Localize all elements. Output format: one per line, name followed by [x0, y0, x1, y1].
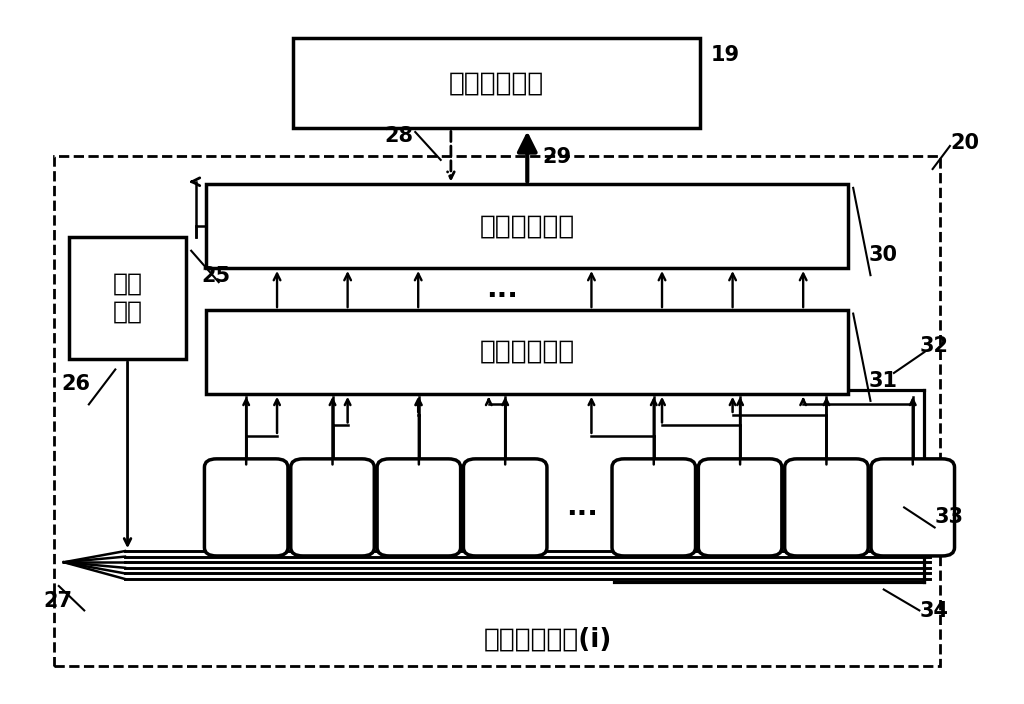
Bar: [53, 156, 940, 666]
Text: 33: 33: [935, 508, 964, 527]
Text: 26: 26: [61, 375, 90, 394]
Bar: [207, 310, 848, 394]
Bar: [69, 237, 186, 359]
Text: 32: 32: [920, 336, 948, 356]
Text: 信号解调模块: 信号解调模块: [479, 213, 574, 239]
FancyBboxPatch shape: [784, 459, 868, 556]
Text: 25: 25: [202, 266, 230, 286]
FancyBboxPatch shape: [291, 459, 375, 556]
FancyBboxPatch shape: [871, 459, 954, 556]
Text: 信号采集模块(i): 信号采集模块(i): [483, 627, 611, 653]
FancyBboxPatch shape: [205, 459, 288, 556]
FancyBboxPatch shape: [612, 459, 695, 556]
Text: 30: 30: [868, 245, 897, 265]
Text: 34: 34: [920, 601, 948, 622]
Text: 数据传输模块: 数据传输模块: [450, 70, 545, 96]
Text: 19: 19: [711, 44, 739, 65]
Text: 31: 31: [868, 371, 897, 391]
Text: 光电转换模块: 光电转换模块: [479, 339, 574, 365]
Text: 27: 27: [43, 591, 73, 611]
Bar: [293, 38, 700, 129]
Text: ...: ...: [566, 494, 598, 522]
FancyBboxPatch shape: [698, 459, 782, 556]
FancyBboxPatch shape: [377, 459, 461, 556]
Text: 28: 28: [385, 127, 414, 146]
Text: ...: ...: [485, 275, 517, 303]
Text: 20: 20: [950, 133, 979, 153]
Text: 29: 29: [543, 147, 571, 168]
Bar: [207, 184, 848, 268]
FancyBboxPatch shape: [464, 459, 547, 556]
Text: 光源
模块: 光源 模块: [113, 272, 142, 324]
